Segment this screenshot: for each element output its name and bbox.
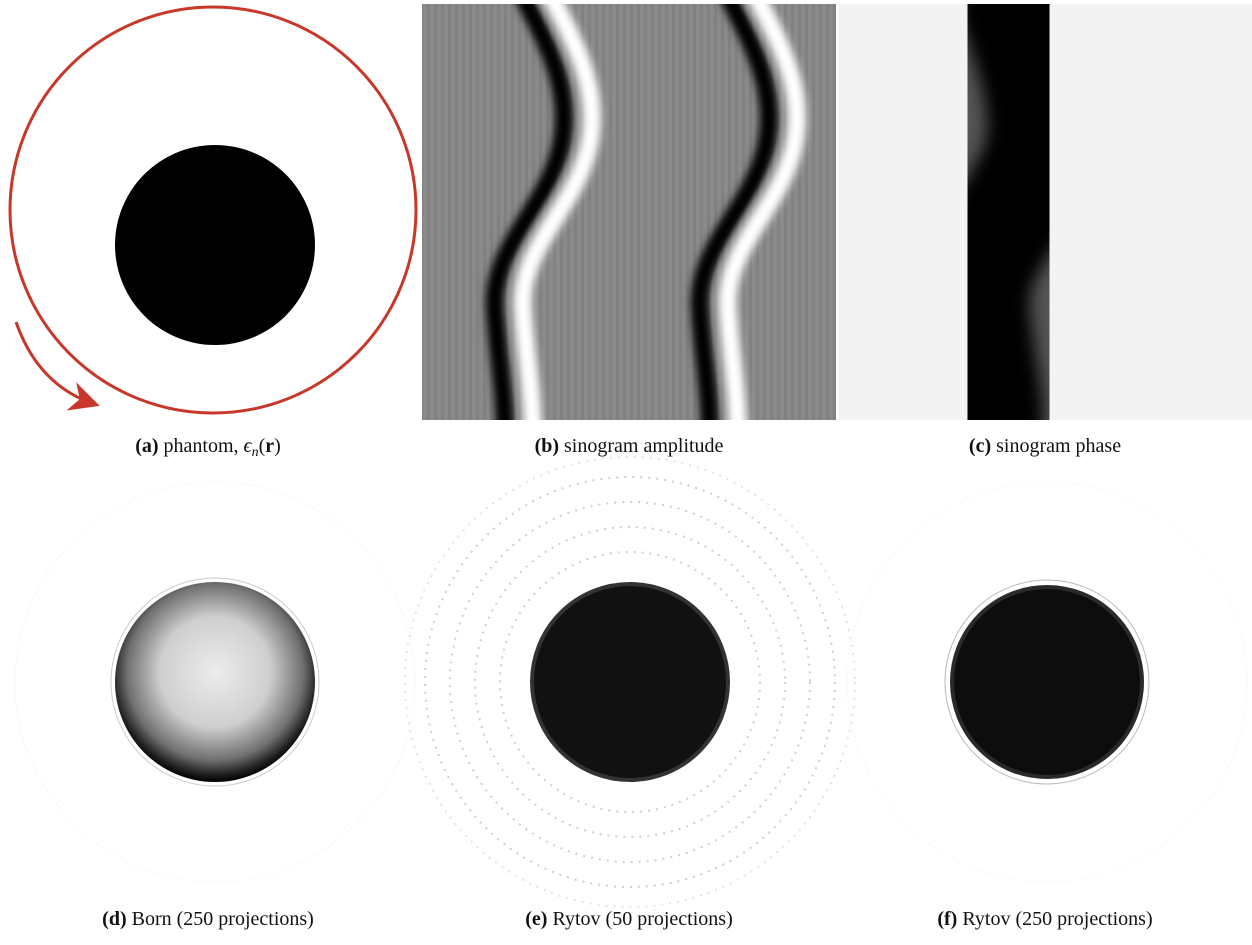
caption-text: sinogram phase — [996, 435, 1122, 457]
rotation-arrow — [14, 321, 100, 411]
caption-text: ) — [274, 435, 281, 457]
caption: (a) phantom, ϵn(r) — [135, 435, 281, 461]
caption: (b) sinogram amplitude — [535, 435, 724, 458]
panel-label: (a) — [135, 435, 159, 457]
caption-text: Rytov (250 projections) — [962, 908, 1153, 930]
caption: (c) sinogram phase — [969, 435, 1121, 458]
born-panel — [14, 481, 416, 883]
phantom-panel — [8, 5, 418, 415]
phantom-disk — [115, 145, 315, 345]
panel-label: (c) — [968, 435, 992, 457]
caption: (f) Rytov (250 projections) — [937, 908, 1152, 931]
caption-text: Rytov (50 projections) — [552, 908, 733, 930]
caption-text: r — [265, 435, 275, 457]
amplitude-panel — [422, 4, 836, 420]
panel-label: (b) — [534, 435, 560, 457]
caption-text: n — [251, 445, 259, 460]
caption-text: ϵ — [243, 435, 252, 457]
phase-panel — [838, 4, 1252, 420]
orbit — [8, 5, 418, 415]
rytov50-panel — [404, 456, 856, 908]
caption: (d) Born (250 projections) — [102, 908, 314, 931]
panel-label: (d) — [102, 908, 127, 930]
caption-text: sinogram amplitude — [564, 435, 724, 457]
panel-label: (f) — [937, 908, 958, 930]
caption-text: Born (250 projections) — [131, 908, 314, 930]
caption-text: ( — [258, 435, 266, 457]
panel-label: (e) — [525, 908, 548, 930]
caption: (e) Rytov (50 projections) — [525, 908, 733, 931]
rytov250-panel — [846, 481, 1248, 883]
caption-text: phantom, — [163, 435, 244, 457]
